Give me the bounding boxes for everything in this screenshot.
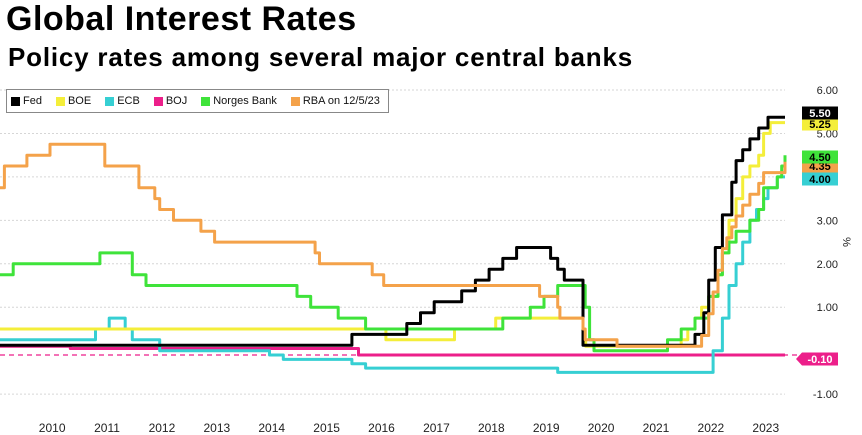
- legend-swatch: [105, 96, 115, 106]
- chart-legend: Fed BOE ECB BOJ Norges Bank RBA on 12/5/23: [6, 89, 389, 113]
- legend-swatch: [11, 96, 20, 106]
- x-tick-label: 2018: [478, 421, 505, 435]
- end-label-box: [802, 117, 838, 131]
- legend-item: BOJ: [153, 95, 188, 107]
- x-tick-label: 2015: [313, 421, 340, 435]
- series-line: [0, 115, 785, 347]
- end-label-text: -0.10: [807, 354, 832, 366]
- end-label-text: 4.50: [809, 152, 830, 164]
- end-label-box: [802, 150, 838, 164]
- end-label-box: [802, 106, 838, 120]
- x-tick-label: 2021: [643, 421, 670, 435]
- end-label-box: [802, 352, 838, 366]
- legend-item: Norges Bank: [201, 95, 277, 107]
- x-tick-label: 2012: [149, 421, 176, 435]
- x-tick-label: 2022: [698, 421, 725, 435]
- x-tick-label: 2023: [752, 421, 779, 435]
- x-tick-label: 2011: [94, 421, 120, 435]
- legend-label: BOJ: [165, 95, 188, 107]
- x-tick-label: 2013: [203, 421, 230, 435]
- x-tick-label: 2017: [423, 421, 450, 435]
- legend-swatch: [201, 96, 211, 106]
- legend-label: BOE: [67, 95, 92, 107]
- x-tick-label: 2019: [533, 421, 560, 435]
- chart-subtitle: Policy rates among several major central…: [8, 42, 633, 72]
- y-tick-label: 5.00: [817, 128, 838, 140]
- y-tick-label: 3.00: [817, 215, 838, 227]
- series-line: [0, 155, 787, 353]
- end-label-arrow: [796, 352, 802, 366]
- y-axis-unit-label: %: [839, 237, 852, 247]
- legend-item: RBA on 12/5/23: [290, 95, 380, 107]
- end-label-text: 4.00: [809, 174, 830, 186]
- end-label-text: 4.35: [809, 161, 830, 173]
- x-tick-label: 2016: [368, 421, 395, 435]
- legend-swatch: [55, 96, 65, 106]
- legend-label: Norges Bank: [213, 95, 277, 107]
- x-tick-label: 2020: [588, 421, 615, 435]
- legend-item: Fed: [11, 95, 42, 107]
- end-label-box: [802, 172, 838, 186]
- series-line: [0, 121, 785, 348]
- chart-title: Global Interest Rates: [6, 0, 357, 38]
- series-line: [0, 142, 787, 348]
- y-tick-label: 1.00: [817, 302, 838, 314]
- end-label-text: 5.50: [809, 108, 830, 120]
- x-tick-label: 2014: [258, 421, 285, 435]
- legend-swatch: [153, 96, 163, 106]
- legend-label: Fed: [23, 95, 42, 107]
- legend-item: BOE: [55, 95, 92, 107]
- legend-label: ECB: [117, 95, 140, 107]
- legend-swatch: [290, 96, 300, 106]
- y-tick-label: -1.00: [813, 389, 838, 401]
- x-tick-label: 2010: [39, 421, 66, 435]
- y-tick-label: 2.00: [817, 259, 838, 271]
- legend-label: RBA on 12/5/23: [302, 95, 380, 107]
- y-tick-label: 6.00: [817, 85, 838, 97]
- end-label-text: 5.25: [809, 119, 830, 131]
- legend-item: ECB: [105, 95, 140, 107]
